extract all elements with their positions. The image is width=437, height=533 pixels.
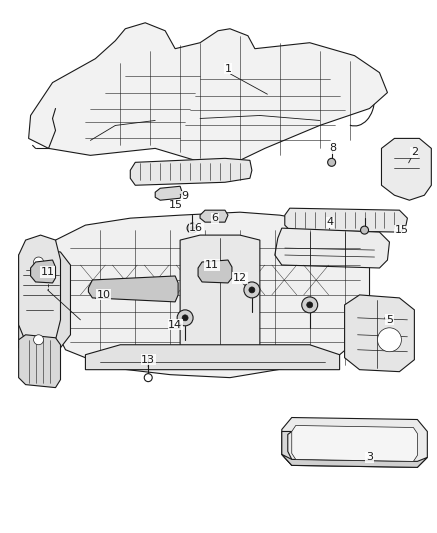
Polygon shape: [200, 210, 228, 222]
Polygon shape: [282, 417, 427, 467]
Polygon shape: [198, 260, 232, 283]
Text: 9: 9: [181, 191, 189, 201]
Polygon shape: [19, 235, 60, 348]
Text: 12: 12: [233, 273, 247, 283]
Circle shape: [328, 158, 336, 166]
Text: 15: 15: [395, 225, 409, 235]
Text: 10: 10: [97, 290, 111, 300]
Polygon shape: [155, 186, 182, 200]
Polygon shape: [282, 432, 292, 465]
Circle shape: [144, 374, 152, 382]
Circle shape: [378, 328, 402, 352]
Text: 11: 11: [41, 267, 55, 277]
Text: 4: 4: [326, 217, 333, 227]
Text: 15: 15: [169, 200, 183, 210]
Polygon shape: [85, 345, 340, 370]
Polygon shape: [282, 455, 427, 467]
Circle shape: [190, 226, 194, 230]
Text: 3: 3: [366, 453, 373, 463]
Text: 11: 11: [205, 260, 219, 270]
Circle shape: [34, 257, 44, 267]
Polygon shape: [285, 208, 407, 232]
Polygon shape: [19, 335, 60, 387]
Circle shape: [361, 226, 368, 234]
Polygon shape: [55, 212, 370, 378]
Circle shape: [307, 302, 313, 308]
Text: 2: 2: [411, 147, 418, 157]
Text: 13: 13: [141, 354, 155, 365]
Circle shape: [302, 297, 318, 313]
Text: 6: 6: [212, 213, 218, 223]
Polygon shape: [275, 228, 389, 268]
Text: 5: 5: [386, 315, 393, 325]
Circle shape: [34, 335, 44, 345]
Text: 16: 16: [189, 223, 203, 233]
Polygon shape: [382, 139, 431, 200]
Text: 8: 8: [329, 143, 336, 154]
Circle shape: [177, 310, 193, 326]
Circle shape: [187, 223, 197, 233]
Circle shape: [249, 287, 255, 293]
Polygon shape: [130, 158, 252, 185]
Polygon shape: [28, 23, 388, 160]
Polygon shape: [292, 425, 417, 462]
Circle shape: [182, 315, 188, 321]
Polygon shape: [88, 276, 178, 302]
Polygon shape: [180, 235, 260, 362]
Polygon shape: [345, 295, 414, 372]
Text: 14: 14: [168, 320, 182, 330]
Text: 1: 1: [225, 63, 232, 74]
Circle shape: [244, 282, 260, 298]
Polygon shape: [31, 260, 55, 283]
Polygon shape: [19, 248, 70, 355]
